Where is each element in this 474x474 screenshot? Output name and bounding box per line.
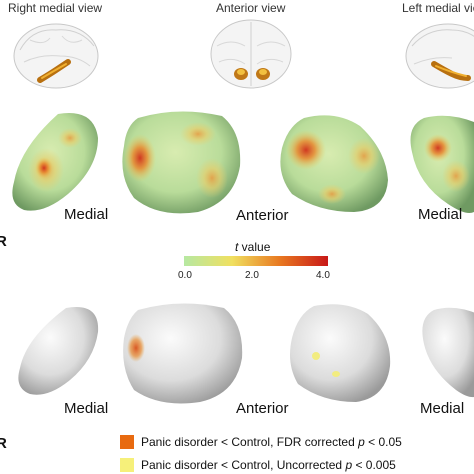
legend-label-uncorrected-p: p xyxy=(345,458,353,472)
colorbar-title-variable: t xyxy=(235,240,239,254)
legend-swatch-fdr xyxy=(120,435,134,449)
legend-label-fdr-threshold: < 0.05 xyxy=(364,435,402,449)
tvalue-map-left-anterior xyxy=(280,115,388,212)
significance-map-left-medial xyxy=(422,307,474,398)
row1-anterior-label: Anterior xyxy=(236,207,289,224)
colorbar-title: t value xyxy=(235,240,270,254)
legend-swatch-uncorrected xyxy=(120,458,134,472)
colorbar-title-text: value xyxy=(238,240,271,254)
legend-label-uncorrected: Panic disorder < Control, Uncorrected p … xyxy=(141,458,396,472)
row2-medial-right-label: Medial xyxy=(420,400,465,417)
tvalue-map-left-medial xyxy=(410,115,474,213)
tvalue-map-right-medial xyxy=(12,113,99,211)
row2-panel-letter: R xyxy=(0,435,7,452)
legend-label-fdr-p: p xyxy=(358,435,365,449)
anterior-brain-thumbnail xyxy=(210,19,292,89)
colorbar-tick-0: 0.0 xyxy=(178,270,192,281)
colorbar-tick-2: 4.0 xyxy=(316,270,330,281)
legend-label-uncorrected-threshold: < 0.005 xyxy=(352,458,396,472)
row1-medial-right-label: Medial xyxy=(418,206,463,223)
left-medial-view-title: Left medial view xyxy=(402,1,474,15)
significance-map-right-anterior xyxy=(123,303,243,404)
anterior-view-title: Anterior view xyxy=(216,1,286,15)
tvalue-map-right-anterior xyxy=(122,111,241,214)
legend-label-fdr: Panic disorder < Control, FDR corrected … xyxy=(141,435,402,449)
colorbar-tick-1: 2.0 xyxy=(245,270,259,281)
right-medial-brain-thumbnail xyxy=(13,23,99,89)
row2-anterior-label: Anterior xyxy=(236,400,289,417)
legend-label-fdr-text: Panic disorder < Control, FDR corrected xyxy=(141,435,359,449)
legend-label-uncorrected-text: Panic disorder < Control, Uncorrected xyxy=(141,458,346,472)
significance-map-right-medial xyxy=(18,307,99,395)
row2-medial-left-label: Medial xyxy=(64,400,109,417)
row1-panel-letter: R xyxy=(0,233,7,250)
significance-map-left-anterior xyxy=(290,304,391,402)
row1-medial-left-label: Medial xyxy=(64,206,109,223)
colorbar-gradient xyxy=(184,256,328,266)
right-medial-view-title: Right medial view xyxy=(8,1,103,15)
left-medial-brain-thumbnail xyxy=(405,23,474,89)
